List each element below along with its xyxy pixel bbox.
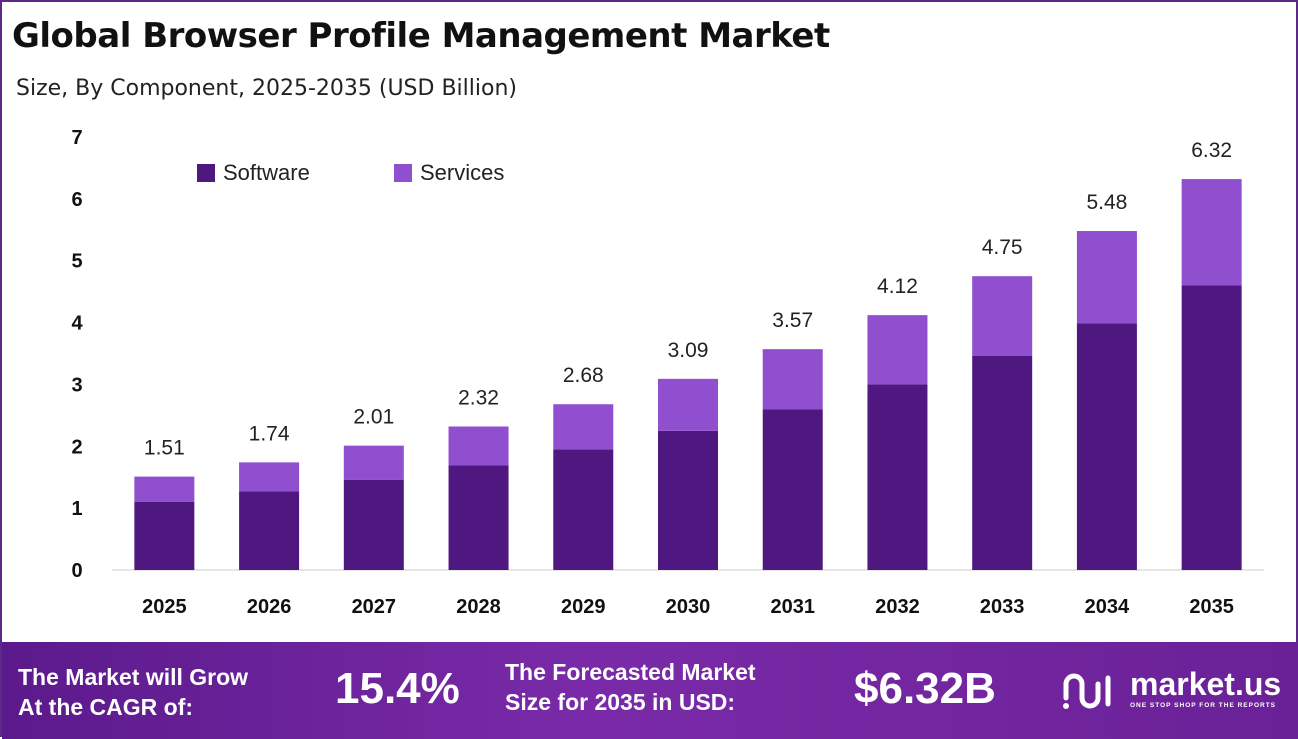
cagr-label-line-2: At the CAGR of: <box>18 694 194 720</box>
x-tick-label: 2029 <box>561 596 606 618</box>
y-tick-label: 4 <box>71 313 83 335</box>
bar-software <box>972 355 1033 570</box>
y-tick-label: 1 <box>71 498 82 520</box>
bar-services <box>1181 179 1242 286</box>
bar-software <box>1181 285 1242 570</box>
bar-services <box>867 315 928 385</box>
footer-banner: The Market will Grow At the CAGR of: 15.… <box>2 642 1298 739</box>
x-tick-label: 2033 <box>980 596 1025 618</box>
bar-software <box>553 449 614 570</box>
logo-tagline: ONE STOP SHOP FOR THE REPORTS <box>1130 702 1277 709</box>
bar-software <box>762 409 823 570</box>
total-label: 2.68 <box>563 364 604 387</box>
total-label: 1.74 <box>249 422 290 445</box>
y-tick-label: 0 <box>71 560 82 582</box>
bar-services <box>239 462 300 492</box>
bar-services <box>448 426 509 466</box>
forecast-value: $6.32B <box>854 664 996 713</box>
total-label: 4.75 <box>982 236 1023 259</box>
y-tick-label: 2 <box>71 436 82 458</box>
market-us-logo-icon <box>1063 673 1111 709</box>
x-tick-label: 2030 <box>666 596 711 618</box>
total-label: 4.12 <box>877 275 918 298</box>
y-tick-label: 3 <box>71 374 82 396</box>
y-tick-label: 5 <box>71 251 82 273</box>
total-label: 3.09 <box>668 339 709 362</box>
total-label: 2.01 <box>353 406 394 429</box>
bar-services <box>553 404 614 450</box>
bar-services <box>134 476 195 502</box>
legend-label-services: Services <box>420 160 504 185</box>
bar-software <box>134 501 195 570</box>
bar-services <box>658 378 718 431</box>
x-tick-label: 2034 <box>1085 596 1130 618</box>
y-tick-label: 7 <box>71 127 82 149</box>
cagr-label-line-1: The Market will Grow <box>18 664 249 690</box>
x-tick-label: 2025 <box>142 596 187 618</box>
legend-swatch-software <box>197 164 215 182</box>
bar-software <box>343 479 404 570</box>
cagr-value: 15.4% <box>335 664 460 713</box>
chart-title: Global Browser Profile Management Market <box>12 16 830 56</box>
x-tick-label: 2035 <box>1189 596 1234 618</box>
bar-software <box>867 384 928 570</box>
bar-software <box>1076 323 1137 570</box>
logo-wordmark: market.us <box>1130 666 1282 702</box>
forecast-label-line-2: Size for 2035 in USD: <box>505 689 736 715</box>
x-tick-label: 2026 <box>247 596 292 618</box>
legend-label-software: Software <box>223 160 310 185</box>
total-label: 5.48 <box>1086 191 1127 214</box>
legend-swatch-services <box>394 164 412 182</box>
bar-services <box>1076 231 1137 324</box>
y-tick-label: 6 <box>71 189 82 211</box>
total-label: 6.32 <box>1191 139 1232 162</box>
chart-subtitle: Size, By Component, 2025-2035 (USD Billi… <box>16 76 517 101</box>
total-label: 1.51 <box>144 437 185 460</box>
bar-services <box>972 276 1033 356</box>
total-label: 2.32 <box>458 386 499 409</box>
bar-software <box>239 491 300 570</box>
stacked-bar-chart: 0 1 2 3 4 5 6 7 1.51 2025 1.74 2026 2.01 2027 2.32 2028… <box>71 127 1264 618</box>
total-label: 3.57 <box>772 309 813 332</box>
bar-services <box>343 445 404 480</box>
x-tick-label: 2032 <box>875 596 920 618</box>
x-tick-label: 2031 <box>770 596 815 618</box>
x-tick-label: 2028 <box>456 596 501 618</box>
x-tick-label: 2027 <box>352 596 397 618</box>
bar-software <box>658 430 718 570</box>
forecast-label-line-1: The Forecasted Market <box>505 659 756 685</box>
bar-software <box>448 465 509 570</box>
bar-services <box>762 349 823 410</box>
